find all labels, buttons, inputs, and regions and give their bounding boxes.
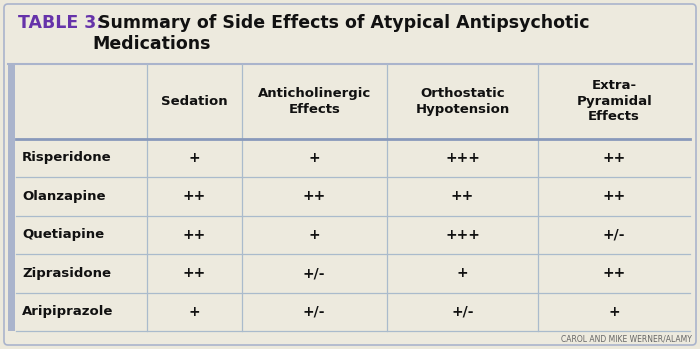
- Text: CAROL AND MIKE WERNER/ALAMY: CAROL AND MIKE WERNER/ALAMY: [561, 334, 692, 343]
- Text: Ziprasidone: Ziprasidone: [22, 267, 111, 280]
- Text: ++: ++: [183, 190, 206, 203]
- Text: +: +: [608, 305, 620, 319]
- Text: +++: +++: [445, 151, 480, 165]
- FancyBboxPatch shape: [4, 4, 696, 345]
- Text: Quetiapine: Quetiapine: [22, 228, 104, 242]
- Text: +: +: [189, 151, 200, 165]
- Text: +/-: +/-: [303, 305, 326, 319]
- Text: Sedation: Sedation: [161, 95, 228, 108]
- Text: +: +: [189, 305, 200, 319]
- Text: +/-: +/-: [452, 305, 474, 319]
- Text: ++: ++: [603, 190, 626, 203]
- Text: +++: +++: [445, 228, 480, 242]
- Text: +: +: [456, 266, 468, 280]
- Text: +/-: +/-: [603, 228, 625, 242]
- Text: Extra-
Pyramidal
Effects: Extra- Pyramidal Effects: [576, 79, 652, 124]
- Text: Risperidone: Risperidone: [22, 151, 111, 164]
- Text: ++: ++: [183, 228, 206, 242]
- Text: Aripiprazole: Aripiprazole: [22, 305, 113, 318]
- Text: +: +: [309, 228, 320, 242]
- Text: Anticholinergic
Effects: Anticholinergic Effects: [258, 87, 371, 116]
- Text: TABLE 3:: TABLE 3:: [18, 14, 104, 32]
- Text: ++: ++: [451, 190, 474, 203]
- Text: Olanzapine: Olanzapine: [22, 190, 106, 203]
- Text: Orthostatic
Hypotension: Orthostatic Hypotension: [415, 87, 510, 116]
- Text: ++: ++: [183, 266, 206, 280]
- Bar: [8, 64, 15, 331]
- Text: ++: ++: [603, 151, 626, 165]
- Text: ++: ++: [603, 266, 626, 280]
- Text: Summary of Side Effects of Atypical Antipsychotic
Medications: Summary of Side Effects of Atypical Anti…: [92, 14, 589, 53]
- Text: ++: ++: [302, 190, 326, 203]
- Text: +: +: [309, 151, 320, 165]
- Text: +/-: +/-: [303, 266, 326, 280]
